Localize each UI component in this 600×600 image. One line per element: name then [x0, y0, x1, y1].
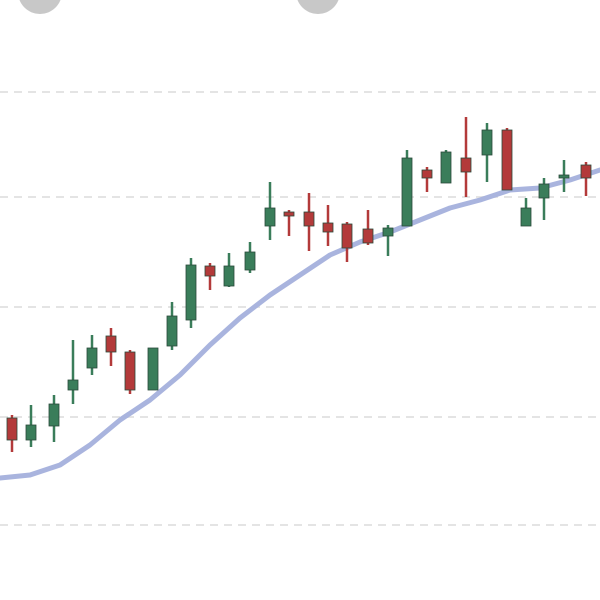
candle-body [283, 211, 295, 217]
candle-body [166, 315, 178, 347]
candle-body [147, 347, 159, 391]
moving-average [0, 167, 600, 481]
candle-body [421, 169, 433, 179]
candle-body [48, 403, 60, 427]
ma-line [0, 167, 600, 481]
candle-body [322, 222, 334, 233]
candle-body [6, 417, 18, 441]
candle-body [382, 227, 394, 237]
candle-body [520, 207, 532, 227]
candle-body [440, 151, 452, 184]
candle-body [86, 347, 98, 369]
grid [0, 91, 600, 526]
candle-body [185, 264, 197, 321]
candle-body [244, 251, 256, 271]
ui-dot [297, 0, 339, 14]
candle-body [558, 174, 570, 179]
candle-body [105, 335, 117, 353]
candles [6, 117, 592, 452]
candle-body [204, 265, 216, 277]
candle-body [501, 129, 513, 191]
candle-body [538, 183, 550, 199]
candle-body [303, 211, 315, 227]
candle-body [362, 228, 374, 244]
candle-body [124, 351, 136, 391]
candle-body [580, 164, 592, 179]
ui-dot [19, 0, 61, 14]
candle-body [264, 207, 276, 227]
candle-body [223, 265, 235, 287]
candle-body [401, 157, 413, 227]
candle-body [460, 157, 472, 173]
candle-body [341, 223, 353, 249]
candle-body [67, 379, 79, 391]
candle-body [25, 424, 37, 441]
candle-body [481, 129, 493, 156]
